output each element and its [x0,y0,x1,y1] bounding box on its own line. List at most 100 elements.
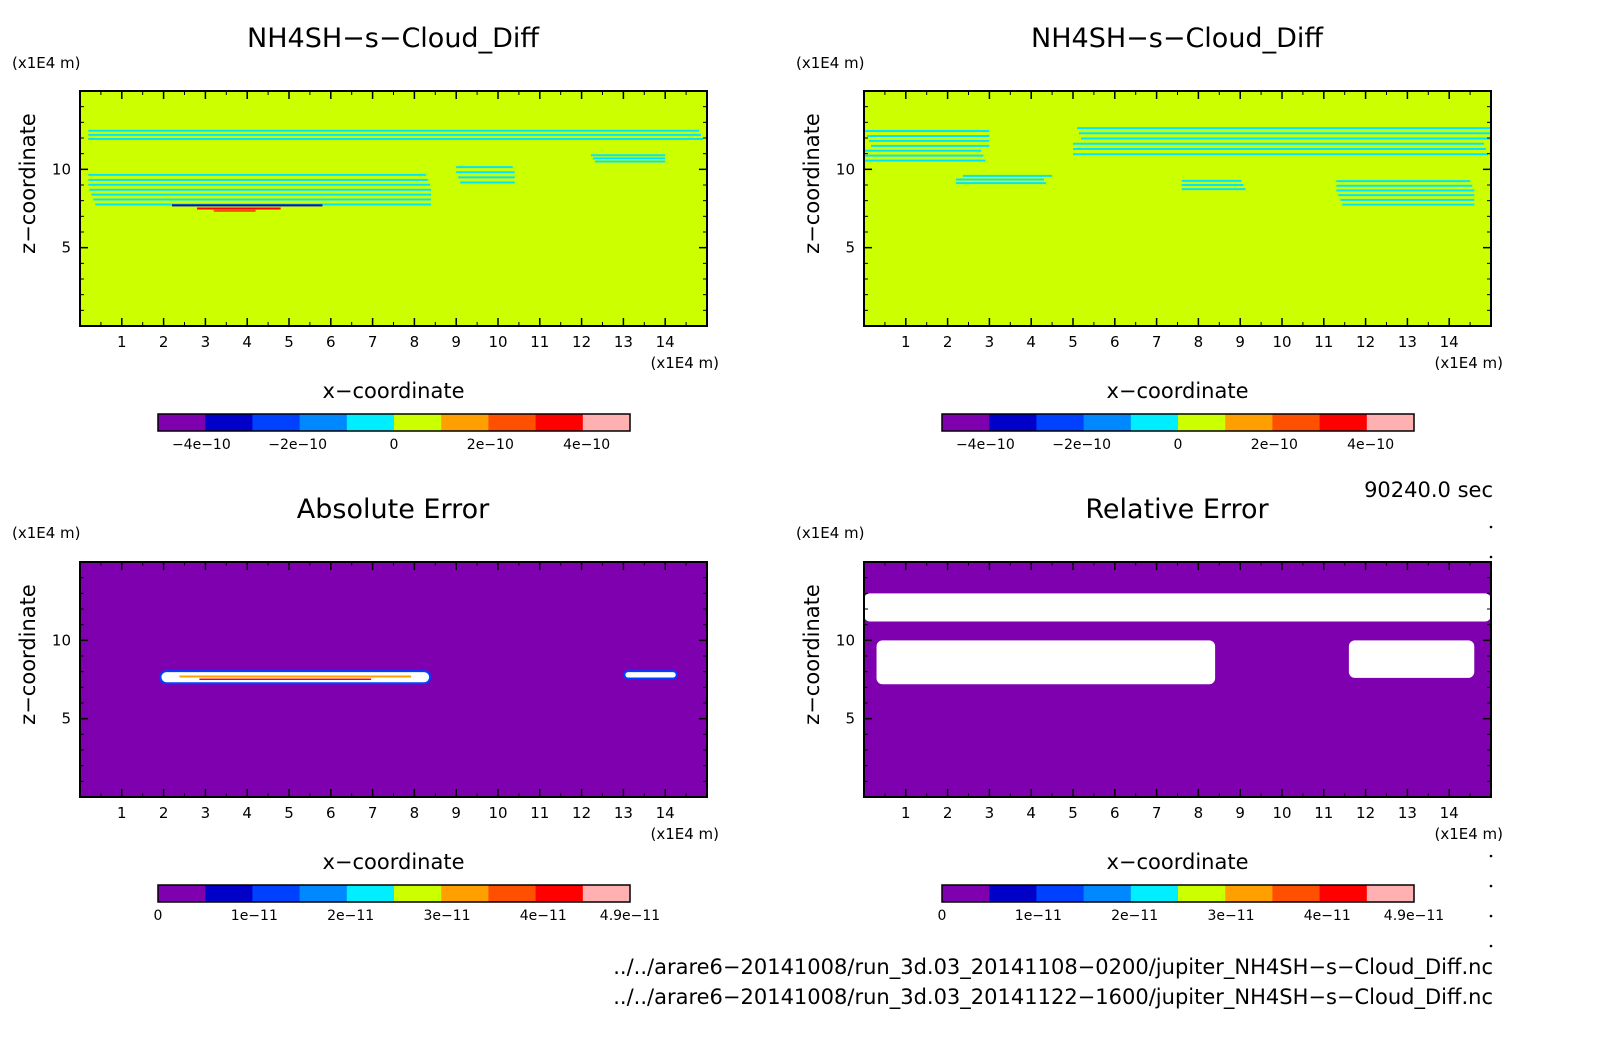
x-tick-label: 14 [656,804,675,822]
plot-area [80,91,707,326]
colorbar-bin [582,885,631,902]
colorbar-tick-label: −4e−10 [956,437,1015,453]
colorbar-tick-label: 3e−11 [423,908,470,924]
colorbar-bin [158,885,206,902]
panel-title: Relative Error [1085,494,1269,525]
x-tick-label: 12 [572,333,591,351]
colorbar-bin [1130,414,1179,431]
x-axis-label: x−coordinate [1106,850,1248,874]
x-tick-label: 2 [943,804,953,822]
x-tick-label: 9 [1235,804,1245,822]
x-tick-label: 4 [1026,804,1036,822]
colorbar-tick-label: 4e−10 [1347,437,1394,453]
x-tick-label: 7 [368,804,378,822]
x-units-label: (x1E4 m) [650,354,719,372]
cloud-contour-region [1181,179,1246,191]
x-tick-label: 4 [1026,333,1036,351]
x-tick-label: 10 [488,333,507,351]
panel-4: Relative Error(x1E4 m)(x1E4 m)1 2 3 4 5 6 7 8 9 1… [796,494,1503,924]
x-tick-label: 13 [614,804,633,822]
colorbar-bin [1272,414,1321,431]
x-tick-label: 1 [117,804,127,822]
colorbar-bin [1130,885,1179,902]
colorbar-bin [346,414,395,431]
colorbar-bin [252,885,301,902]
y-tick-label: 10 [52,160,71,178]
colorbar-bin [942,885,990,902]
x-tick-label: 8 [1194,804,1204,822]
x-tick-label: 6 [326,804,336,822]
x-axis-label: x−coordinate [322,379,464,403]
x-units-label: (x1E4 m) [650,825,719,843]
panel-title: NH4SH−s−Cloud_Diff [247,23,540,54]
colorbar-tick-label: 2e−11 [327,908,374,924]
colorbar-tick-label: 4e−10 [563,437,610,453]
y-units-label: (x1E4 m) [12,524,81,542]
colorbar-bin [488,885,537,902]
x-tick-label: 5 [284,333,294,351]
x-tick-label: 13 [1398,804,1417,822]
colorbar-tick-label: 4e−11 [520,908,567,924]
x-tick-label: 12 [1356,333,1375,351]
x-tick-label: 12 [572,804,591,822]
colorbar-bin [394,885,442,902]
colorbar-bin [299,414,348,431]
y-tick-label: 5 [61,239,71,257]
dot-marker [1489,944,1493,948]
colorbar-bin [1178,414,1226,431]
dot-marker [1489,884,1493,888]
colorbar-bin [1036,414,1085,431]
file-path: ../../arare6−20141008/run_3d.03_20141108… [613,955,1493,980]
x-tick-label: 5 [1068,804,1078,822]
x-tick-label: 9 [1235,333,1245,351]
x-tick-label: 1 [901,804,911,822]
colorbar: 0 1e−11 2e−11 3e−11 4e−11 4.9e−11 [938,884,1444,924]
file-path: ../../arare6−20141008/run_3d.03_20141122… [613,985,1493,1010]
colorbar-tick-label: 4.9e−11 [600,908,660,924]
colorbar: −4e−10 −2e−10 0 2e−10 4e−10 [157,413,631,453]
colorbar-tick-label: 1e−11 [1015,908,1062,924]
colorbar-bin [1225,414,1273,431]
colorbar-tick-label: 4.9e−11 [1384,908,1444,924]
cloud-contour-region [456,166,515,184]
colorbar-bin [441,414,489,431]
colorbar-bin [158,414,206,431]
x-tick-label: 10 [1272,333,1291,351]
x-tick-label: 6 [326,333,336,351]
y-tick-label: 5 [845,239,855,257]
colorbar: −4e−10 −2e−10 0 2e−10 4e−10 [941,413,1415,453]
x-tick-label: 10 [488,804,507,822]
cloud-contour-region [864,130,990,162]
colorbar-tick-label: 4e−11 [1304,908,1351,924]
x-tick-label: 11 [530,333,549,351]
x-tick-label: 4 [242,333,252,351]
colorbar-bin [205,414,253,431]
y-tick-label: 10 [836,160,855,178]
x-tick-label: 3 [985,804,995,822]
time-label: 90240.0 sec [1364,478,1493,502]
x-tick-label: 7 [1152,333,1162,351]
colorbar-bin [1225,885,1273,902]
error-region [864,593,1491,622]
colorbar-bin [1178,885,1226,902]
panel-title: Absolute Error [297,494,490,525]
colorbar-bin [488,414,537,431]
plot-area [864,91,1491,326]
colorbar-tick-label: 0 [154,908,163,924]
y-tick-label: 5 [845,710,855,728]
error-region [1348,640,1475,678]
y-units-label: (x1E4 m) [796,54,865,72]
cloud-contour-region [955,174,1053,185]
colorbar-tick-label: −4e−10 [172,437,231,453]
x-tick-label: 5 [1068,333,1078,351]
cloud-contour-region [88,173,432,212]
x-tick-label: 10 [1272,804,1291,822]
y-axis-label: z−coordinate [16,584,40,725]
dot-marker [1489,525,1493,529]
colorbar-frame [941,884,1415,903]
x-tick-label: 13 [614,333,633,351]
x-tick-label: 6 [1110,333,1120,351]
dot-marker [1489,854,1493,858]
x-tick-label: 2 [159,333,169,351]
